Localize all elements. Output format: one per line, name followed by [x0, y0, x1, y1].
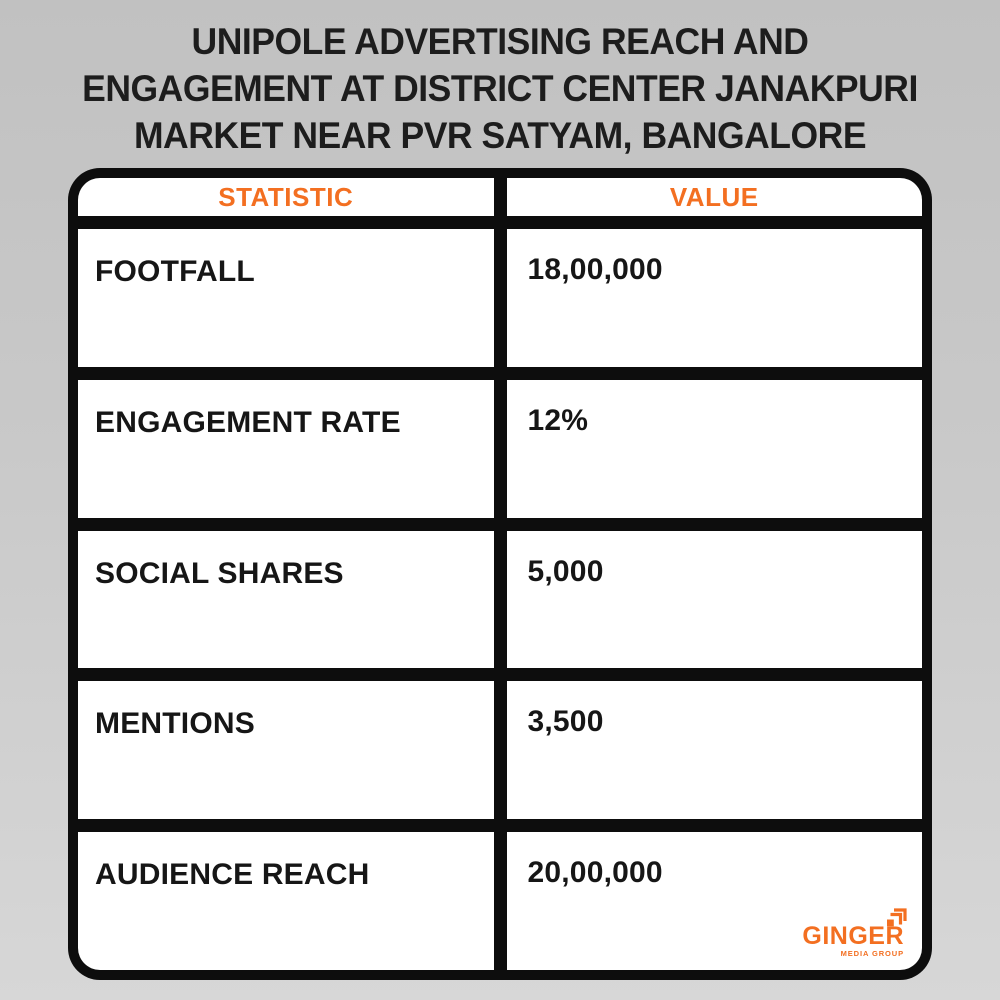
row-engagement-rate-value: 12% — [506, 379, 922, 518]
row-footfall-value: 18,00,000 — [506, 229, 922, 367]
title-line-1: UNIPOLE ADVERTISING REACH AND — [191, 21, 809, 62]
title-line-3: MARKET NEAR PVR SATYAM, BANGALORE — [133, 115, 867, 156]
ginger-media-group-logo: GINGER MEDIA GROUP — [802, 908, 907, 958]
audience-reach-value-text: 20,00,000 — [527, 856, 663, 890]
page-title: UNIPOLE ADVERTISING REACH AND ENGAGEMENT… — [20, 18, 980, 159]
column-header-value: VALUE — [506, 178, 922, 216]
row-audience-reach-label: AUDIENCE REACH — [78, 832, 494, 970]
row-social-shares-value: 5,000 — [506, 530, 922, 669]
row-mentions-value: 3,500 — [506, 681, 922, 820]
title-line-2: ENGAGEMENT AT DISTRICT CENTER JANAKPURI — [82, 68, 918, 109]
stacked-frames-icon — [887, 908, 907, 927]
row-footfall-label: FOOTFALL — [78, 229, 494, 367]
logo-subtitle: MEDIA GROUP — [840, 949, 904, 958]
stats-table: STATISTIC VALUE FOOTFALL 18,00,000 ENGAG… — [68, 168, 932, 980]
row-social-shares-label: SOCIAL SHARES — [78, 530, 494, 669]
column-header-statistic: STATISTIC — [78, 178, 494, 216]
row-mentions-label: MENTIONS — [78, 681, 494, 820]
row-audience-reach-value: 20,00,000 GINGER MEDIA GROUP — [506, 832, 922, 970]
logo-wordmark: GINGER — [802, 922, 904, 950]
row-engagement-rate-label: ENGAGEMENT RATE — [78, 379, 494, 518]
